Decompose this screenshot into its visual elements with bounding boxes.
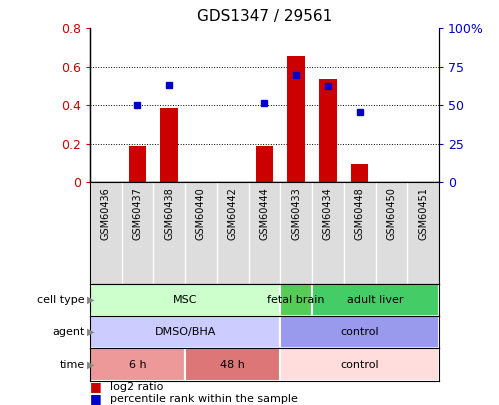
Text: ■: ■ [90, 380, 102, 393]
Text: control: control [340, 327, 379, 337]
Text: MSC: MSC [173, 295, 197, 305]
Bar [90, 316, 280, 348]
Bar [280, 348, 439, 381]
Bar [161, 108, 178, 182]
Text: GSM60440: GSM60440 [196, 187, 206, 240]
Bar [280, 316, 439, 348]
Text: 6 h: 6 h [129, 360, 146, 369]
Bar [255, 146, 273, 182]
Text: cell type: cell type [37, 295, 85, 305]
Bar [319, 79, 337, 182]
Bar [90, 284, 280, 316]
Text: GSM60442: GSM60442 [228, 187, 238, 240]
Text: GSM60450: GSM60450 [387, 187, 397, 240]
Text: GSM60433: GSM60433 [291, 187, 301, 240]
Bar [287, 56, 305, 182]
Title: GDS1347 / 29561: GDS1347 / 29561 [197, 9, 332, 24]
Text: time: time [59, 360, 85, 369]
Text: GSM60437: GSM60437 [132, 187, 142, 240]
Text: log2 ratio: log2 ratio [110, 382, 163, 392]
Text: GSM60444: GSM60444 [259, 187, 269, 240]
Text: fetal brain: fetal brain [267, 295, 325, 305]
Bar [185, 348, 280, 381]
Bar [351, 164, 368, 182]
Text: GSM60436: GSM60436 [101, 187, 111, 240]
Text: GSM60448: GSM60448 [355, 187, 365, 240]
Text: ▶: ▶ [87, 360, 95, 369]
Text: GSM60434: GSM60434 [323, 187, 333, 240]
Bar [129, 146, 146, 182]
Text: percentile rank within the sample: percentile rank within the sample [110, 394, 298, 404]
Text: agent: agent [52, 327, 85, 337]
Text: ▶: ▶ [87, 327, 95, 337]
Text: GSM60451: GSM60451 [418, 187, 428, 240]
Text: GSM60438: GSM60438 [164, 187, 174, 240]
Text: DMSO/BHA: DMSO/BHA [154, 327, 216, 337]
Text: adult liver: adult liver [347, 295, 404, 305]
Text: ▶: ▶ [87, 295, 95, 305]
Bar [280, 284, 312, 316]
Text: 48 h: 48 h [220, 360, 245, 369]
Text: control: control [340, 360, 379, 369]
Bar [312, 284, 439, 316]
Text: ■: ■ [90, 392, 102, 405]
Bar [90, 348, 185, 381]
